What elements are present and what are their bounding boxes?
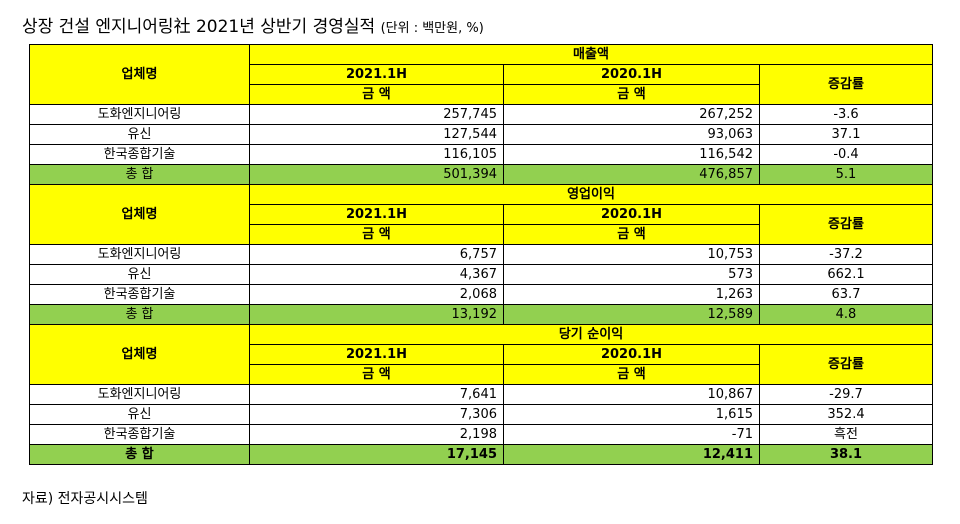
change-rate: -37.2 <box>759 244 933 265</box>
value-2021: 7,641 <box>249 384 504 405</box>
section-header-row: 업체명 매출액 <box>29 44 933 105</box>
title-text: 상장 건설 엔지니어링社 2021년 상반기 경영실적 <box>22 17 376 37</box>
table-row: 도화엔지니어링 6,757 10,753 -37.2 <box>29 244 933 265</box>
change-rate: 37.1 <box>759 124 933 145</box>
value-2021: 127,544 <box>249 124 504 145</box>
period-2021-header: 2021.1H <box>249 204 504 225</box>
value-2020: 573 <box>503 264 760 285</box>
value-2020: -71 <box>503 424 760 445</box>
table-row: 유신 4,367 573 662.1 <box>29 264 933 285</box>
amount-header: 금 액 <box>503 364 760 385</box>
change-rate-header: 증감률 <box>759 344 933 385</box>
value-2020: 1,615 <box>503 404 760 425</box>
section-header-row: 업체명 영업이익 <box>29 184 933 245</box>
total-2020: 12,589 <box>503 304 760 325</box>
company-name: 유신 <box>29 124 250 145</box>
period-2020-header: 2020.1H <box>503 204 760 225</box>
period-2020-header: 2020.1H <box>503 64 760 85</box>
section-header-row: 업체명 당기 순이익 <box>29 324 933 385</box>
company-name: 도화엔지니어링 <box>29 104 250 125</box>
period-header-row: 2021.1H 2020.1H 증감률 <box>30 344 933 385</box>
value-2021: 7,306 <box>249 404 504 425</box>
total-change-rate: 5.1 <box>759 164 933 185</box>
total-label: 총 합 <box>29 444 250 465</box>
amount-header: 금 액 <box>249 224 504 245</box>
company-name: 도화엔지니어링 <box>29 244 250 265</box>
company-name: 유신 <box>29 264 250 285</box>
value-2021: 116,105 <box>249 144 504 165</box>
change-rate: -3.6 <box>759 104 933 125</box>
company-header: 업체명 <box>29 324 250 385</box>
value-2021: 2,198 <box>249 424 504 445</box>
company-header: 업체명 <box>29 184 250 245</box>
change-rate-header: 증감률 <box>759 64 933 105</box>
change-rate: -0.4 <box>759 144 933 165</box>
amount-header: 금 액 <box>249 364 504 385</box>
total-row: 총 합 13,192 12,589 4.8 <box>29 304 933 325</box>
value-2020: 1,263 <box>503 284 760 305</box>
company-name: 도화엔지니어링 <box>29 384 250 405</box>
company-name: 한국종합기술 <box>29 424 250 445</box>
value-2020: 267,252 <box>503 104 760 125</box>
period-2021-header: 2021.1H <box>249 344 504 365</box>
total-row: 총 합 501,394 476,857 5.1 <box>29 164 933 185</box>
section-label: 영업이익 <box>249 184 933 205</box>
change-rate: 흑전 <box>759 424 933 445</box>
value-2021: 2,068 <box>249 284 504 305</box>
total-2020: 12,411 <box>503 444 760 465</box>
value-2020: 10,753 <box>503 244 760 265</box>
period-header-row: 2021.1H 2020.1H 증감률 <box>30 64 933 105</box>
source-footnote: 자료) 전자공시시스템 <box>22 491 148 507</box>
amount-header: 금 액 <box>249 84 504 105</box>
total-row: 총 합 17,145 12,411 38.1 <box>29 444 933 465</box>
total-change-rate: 4.8 <box>759 304 933 325</box>
section-label: 매출액 <box>249 44 933 65</box>
amount-header: 금 액 <box>503 84 760 105</box>
change-rate: 352.4 <box>759 404 933 425</box>
table-row: 한국종합기술 116,105 116,542 -0.4 <box>29 144 933 165</box>
total-label: 총 합 <box>29 304 250 325</box>
page-title: 상장 건설 엔지니어링社 2021년 상반기 경영실적 (단위 : 백만원, %… <box>22 16 484 40</box>
value-2020: 10,867 <box>503 384 760 405</box>
section-label: 당기 순이익 <box>249 324 933 345</box>
value-2021: 4,367 <box>249 264 504 285</box>
change-rate: 63.7 <box>759 284 933 305</box>
period-2021-header: 2021.1H <box>249 64 504 85</box>
table-row: 도화엔지니어링 257,745 267,252 -3.6 <box>29 104 933 125</box>
total-2021: 17,145 <box>249 444 504 465</box>
company-name: 유신 <box>29 404 250 425</box>
amount-header: 금 액 <box>503 224 760 245</box>
table-row: 한국종합기술 2,068 1,263 63.7 <box>29 284 933 305</box>
table-row: 유신 127,544 93,063 37.1 <box>29 124 933 145</box>
total-2021: 13,192 <box>249 304 504 325</box>
change-rate: -29.7 <box>759 384 933 405</box>
unit-note: (단위 : 백만원, %) <box>380 21 484 36</box>
value-2020: 116,542 <box>503 144 760 165</box>
table-row: 유신 7,306 1,615 352.4 <box>29 404 933 425</box>
change-rate: 662.1 <box>759 264 933 285</box>
company-name: 한국종합기술 <box>29 144 250 165</box>
period-2020-header: 2020.1H <box>503 344 760 365</box>
period-header-row: 2021.1H 2020.1H 증감률 <box>30 204 933 245</box>
total-2020: 476,857 <box>503 164 760 185</box>
company-name: 한국종합기술 <box>29 284 250 305</box>
total-2021: 501,394 <box>249 164 504 185</box>
table-row: 도화엔지니어링 7,641 10,867 -29.7 <box>29 384 933 405</box>
company-header: 업체명 <box>29 44 250 105</box>
value-2020: 93,063 <box>503 124 760 145</box>
total-change-rate: 38.1 <box>759 444 933 465</box>
total-label: 총 합 <box>29 164 250 185</box>
value-2021: 257,745 <box>249 104 504 125</box>
table-row: 한국종합기술 2,198 -71 흑전 <box>29 424 933 445</box>
change-rate-header: 증감률 <box>759 204 933 245</box>
value-2021: 6,757 <box>249 244 504 265</box>
